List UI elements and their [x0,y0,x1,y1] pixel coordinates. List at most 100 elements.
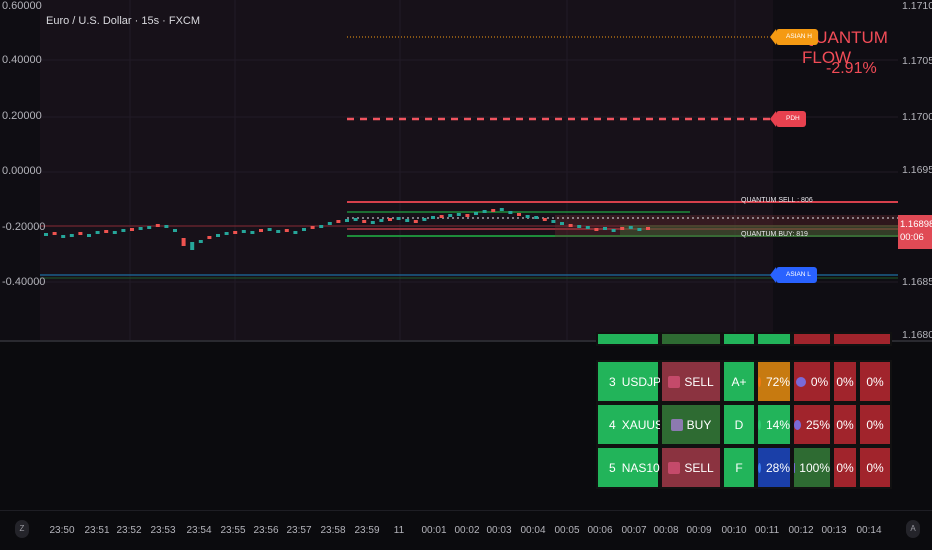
market-scanner-table: 3 USDJPY SELL A+ 72% 0% 0% 0% 4 XAUUSD B… [596,332,892,492]
table-row[interactable]: 4 XAUUSD BUY D 14% 25% 0% 0% [596,403,892,446]
candle [87,234,91,237]
target-icon [794,419,801,430]
auto-scale-a-button[interactable]: A [906,520,920,538]
prob-cell: 72% [756,360,792,403]
auto-scale-z-button[interactable]: Z [15,520,29,538]
candle [327,222,332,225]
candle [78,232,83,235]
right-axis-tick: 1.17000 [902,111,932,123]
bar-countdown: 00:06 [900,232,924,243]
candle [388,218,392,221]
signal-cell: SELL [660,446,722,489]
candle [646,227,650,230]
candle [181,238,186,246]
candle [628,226,633,229]
time-axis-label: 00:14 [856,525,882,536]
time-axis-label: 00:01 [421,525,447,536]
candle [439,215,444,218]
left-axis-tick: 0.20000 [2,110,42,122]
candle [250,231,255,234]
table-row[interactable]: 3 USDJPY SELL A+ 72% 0% 0% 0% [596,360,892,403]
left-axis-tick: 0.60000 [2,0,42,12]
table-row-hidden [596,332,892,346]
candle [241,230,246,233]
rank: 5 [609,460,616,475]
col8-cell: 0% [858,446,892,489]
prob: 72% [765,374,790,389]
asian-low-tag: ASIAN L [770,267,817,283]
candle [585,226,590,229]
chart-canvas[interactable] [0,0,932,340]
col7-cell: 0% [832,360,858,403]
candle [121,229,126,232]
time-axis-label: 23:52 [116,525,142,536]
chart-down-icon [668,375,681,388]
chart-pane[interactable]: 0.60000 0.40000 0.20000 0.00000 -0.20000… [0,0,932,341]
candle [284,229,289,232]
candle [190,242,195,250]
candle [491,209,496,212]
candle [198,240,203,243]
plot-area-future[interactable] [773,0,898,340]
signal: BUY [686,417,712,432]
col7-cell: 0% [832,403,858,446]
right-price-axis[interactable]: 1.17100 1.17050 1.17000 1.16950 1.16850 … [898,0,932,341]
col7: 0% [836,460,854,475]
symbol-cell: 3 USDJPY [596,360,669,403]
candle [568,224,573,227]
signal-cell: BUY [660,403,722,446]
candle [422,218,427,221]
candle [130,228,134,231]
quantum-flow-value: -2.91% [826,60,877,77]
grade: D [734,417,744,432]
symbol-cell: 4 XAUUSD [596,403,672,446]
candle [52,232,57,235]
candle [405,219,410,222]
table-row[interactable]: 5 NAS100 SELL F 28% 100% 0% 0% [596,446,892,489]
cell [660,332,722,346]
col7: 0% [836,417,854,432]
candle [293,231,298,234]
cell [792,332,832,346]
signal: SELL [684,374,714,389]
time-axis-label: 00:12 [788,525,814,536]
right-axis-tick: 1.16850 [902,276,932,288]
prob: 28% [765,460,790,475]
col7-cell: 0% [832,446,858,489]
chart-up-icon [670,418,683,431]
col8: 0% [866,460,884,475]
candle [517,213,521,216]
col7: 0% [836,374,854,389]
candle [224,232,229,235]
plot-area[interactable] [40,0,773,340]
left-price-axis[interactable]: 0.60000 0.40000 0.20000 0.00000 -0.20000… [0,0,45,340]
candle [551,220,556,223]
time-axis-label: 00:03 [486,525,512,536]
prob: 14% [765,417,790,432]
signal: SELL [684,460,714,475]
quantum-buy-label: QUANTUM BUY: 819 [741,231,808,238]
candle [456,213,461,216]
time-axis-label: 23:55 [220,525,246,536]
candle [431,216,435,219]
current-price-badge: 1.16898 00:06 [898,215,932,249]
rank: 4 [609,417,616,432]
time-axis-label: 00:05 [554,525,580,536]
candle [345,219,349,222]
time-axis-label: 00:08 [653,525,679,536]
candle [173,229,177,232]
pdh-label: PDH [786,115,800,122]
candle [542,218,547,221]
grade-cell: A+ [722,360,756,403]
pane-divider[interactable] [0,340,932,342]
right-axis-tick: 1.17100 [902,0,932,12]
time-axis[interactable]: Z A 23:50 23:51 23:52 23:53 23:54 23:55 23:56 2… [0,510,932,550]
score-cell: 100% [792,446,832,489]
time-axis-label: 23:54 [186,525,212,536]
candle [465,214,470,217]
candle [637,228,642,231]
right-axis-tick: 1.16950 [902,164,932,176]
col8-cell: 0% [858,360,892,403]
time-axis-label: 00:02 [454,525,480,536]
symbol-title[interactable]: Euro / U.S. Dollar · 15s · FXCM [46,15,201,27]
